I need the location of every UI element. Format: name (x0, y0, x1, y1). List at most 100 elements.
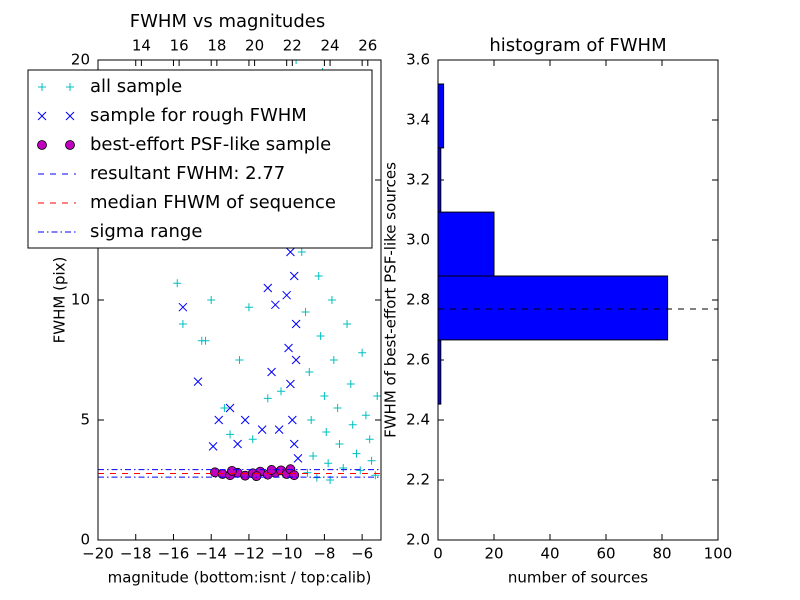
point (367, 456, 376, 465)
point (66, 83, 74, 91)
point (333, 404, 342, 412)
point (314, 272, 323, 280)
point (361, 411, 370, 420)
point (263, 283, 273, 293)
point (267, 367, 276, 377)
x-tick-label: −6 (351, 545, 373, 563)
point (297, 248, 306, 256)
x-tick-label: 100 (704, 545, 733, 563)
y-tick-label: 5 (80, 411, 90, 429)
point (227, 465, 237, 476)
point (327, 296, 336, 304)
x-tick-label: −14 (195, 545, 227, 563)
point (343, 320, 352, 328)
y-tick-label: 3.4 (406, 111, 430, 129)
point (289, 271, 299, 281)
point (348, 420, 357, 429)
point (178, 302, 188, 312)
point (320, 392, 329, 400)
legend-label: median FHWM of sequence (90, 192, 336, 213)
x-tick-label: 40 (540, 545, 559, 563)
point (226, 430, 235, 439)
y-tick-label: 2.4 (406, 411, 430, 429)
point (251, 471, 262, 482)
point (371, 471, 380, 480)
x-tick-label: 80 (652, 545, 671, 563)
x-tick-label: −12 (233, 545, 265, 563)
x2-tick-label: 26 (358, 37, 377, 55)
point (286, 379, 295, 389)
point (329, 356, 338, 364)
point (65, 140, 75, 150)
point (208, 442, 218, 451)
y-tick-label: 10 (71, 291, 90, 309)
axes-frame (97, 59, 382, 541)
x2-tick-label: 18 (207, 37, 226, 55)
point (303, 468, 312, 477)
bar (438, 83, 445, 149)
y-tick-label: 2.2 (406, 471, 430, 489)
point (173, 279, 182, 288)
point (277, 387, 286, 396)
point (274, 425, 284, 434)
point (324, 459, 333, 468)
x-tick-label: 60 (596, 545, 615, 563)
x-axis-label: number of sources (508, 569, 648, 587)
legend-label: sample for rough FWHM (90, 105, 307, 126)
bar (438, 275, 669, 341)
point (65, 111, 75, 121)
point (38, 83, 46, 91)
y-tick-label: 2.6 (406, 351, 430, 369)
point (305, 368, 314, 376)
point (365, 435, 374, 444)
x-tick-label: 0 (433, 545, 443, 563)
x-axis-label: magnitude (bottom:isnt / top:calib) (108, 569, 372, 587)
point (257, 425, 267, 434)
point (291, 355, 301, 365)
point (287, 415, 297, 425)
y-tick-label: 2.8 (406, 291, 430, 309)
point (244, 303, 253, 312)
point (316, 332, 325, 340)
point (270, 300, 280, 310)
point (233, 439, 242, 449)
point (358, 348, 367, 357)
point (346, 380, 355, 388)
point (214, 415, 224, 425)
point (307, 416, 316, 424)
point (373, 392, 381, 400)
legend: all sample sample for rough FWHM best-effo… (27, 69, 373, 249)
point (309, 452, 318, 460)
plot-area (98, 60, 381, 484)
point (356, 466, 365, 475)
plots: −20−18−16−14−12−10−8−605101520magnitude … (27, 11, 733, 587)
x2-tick-label: 24 (321, 37, 340, 55)
point (37, 111, 47, 121)
x-tick-label: −20 (82, 545, 114, 563)
x2-tick-label: 22 (283, 37, 302, 55)
point (240, 415, 250, 425)
bar (438, 211, 495, 277)
y-tick-label: 2.0 (406, 531, 430, 549)
point (291, 319, 301, 329)
y-axis-label: FWHM (pix) (51, 257, 69, 344)
plot-area (438, 83, 669, 405)
point (292, 60, 301, 64)
point (301, 308, 310, 316)
point (284, 343, 293, 353)
point (207, 296, 216, 304)
x2-tick-label: 16 (170, 37, 189, 55)
point (293, 454, 303, 463)
y-tick-label: 3.2 (406, 171, 430, 189)
x-tick-label: −8 (313, 545, 335, 563)
point (282, 290, 292, 300)
point (263, 394, 272, 403)
point (220, 404, 229, 412)
y-axis-label: FWHM of best-effort PSF-like sources (382, 162, 400, 438)
point (289, 439, 299, 449)
point (197, 336, 206, 345)
point (335, 440, 344, 448)
point (37, 140, 47, 150)
point (235, 356, 244, 364)
x2-tick-label: 20 (245, 37, 264, 55)
